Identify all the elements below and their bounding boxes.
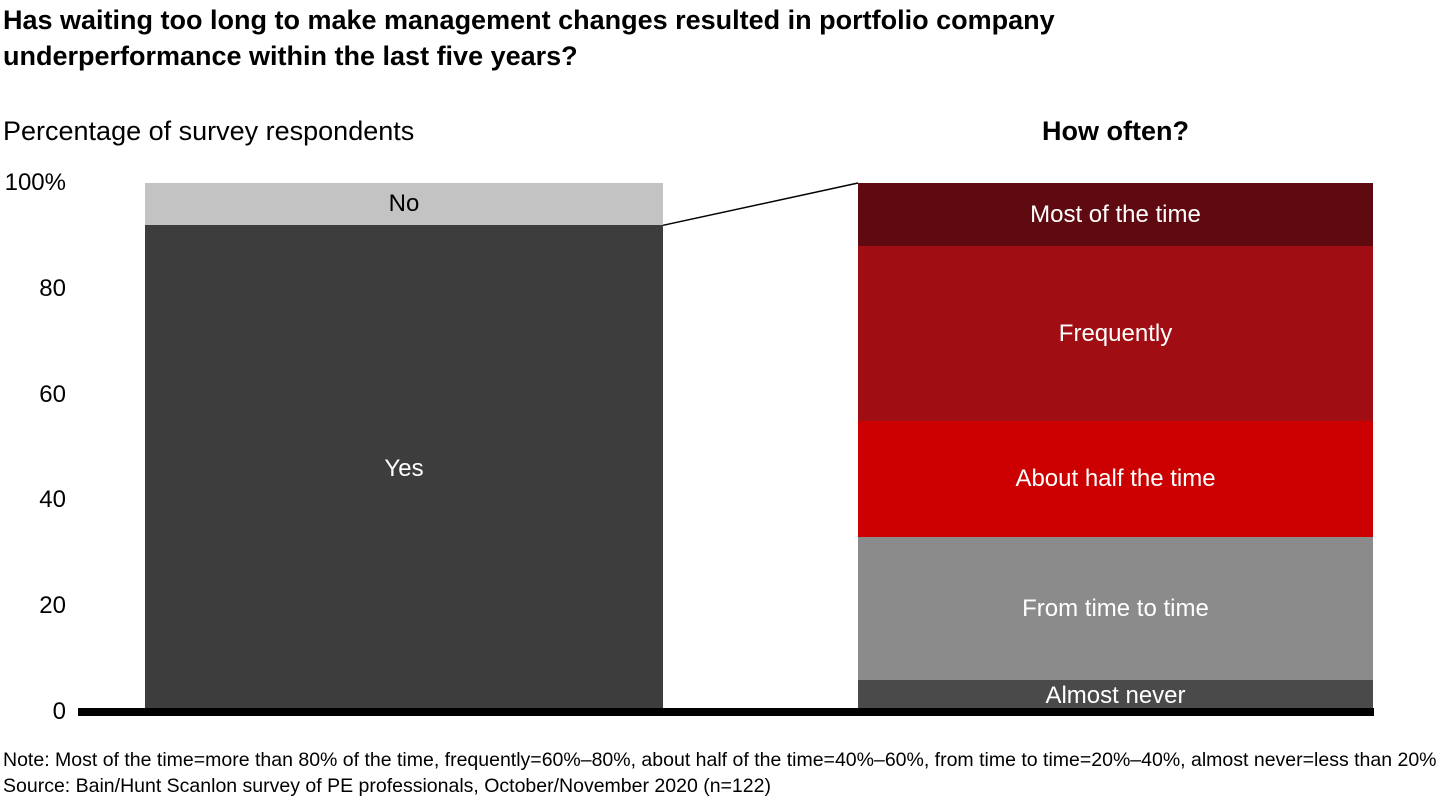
- segment-label: From time to time: [1022, 594, 1209, 622]
- y-tick-100: 100%: [4, 169, 66, 196]
- y-axis: 100% 80 60 40 20 0: [0, 169, 66, 725]
- source-text: Source: Bain/Hunt Scanlon survey of PE p…: [3, 775, 771, 797]
- connector-line: [663, 183, 858, 712]
- note-text: Note: Most of the time=more than 80% of …: [3, 749, 1437, 771]
- segment-frequently: Frequently: [858, 246, 1373, 422]
- segment-label: About half the time: [1015, 465, 1216, 493]
- segment-label: Almost never: [1045, 682, 1186, 710]
- segment-yes: Yes: [145, 225, 663, 712]
- plot-area: 100% 80 60 40 20 0 No Yes Most of the time Freq…: [0, 169, 1440, 725]
- segment-almost-never: Almost never: [858, 680, 1373, 712]
- segment-no: No: [145, 183, 663, 226]
- y-tick-40: 40: [39, 486, 66, 514]
- segment-label: No: [388, 190, 420, 218]
- left-chart-header: Percentage of survey respondents: [3, 116, 415, 146]
- y-tick-0: 0: [52, 698, 66, 725]
- segment-label: Yes: [384, 454, 424, 482]
- segment-label: Most of the time: [1030, 200, 1201, 228]
- y-tick-20: 20: [39, 592, 66, 620]
- segment-most-of-the-time: Most of the time: [858, 183, 1373, 247]
- x-axis-baseline: [78, 708, 1374, 716]
- left-stacked-bar: No Yes: [145, 183, 663, 712]
- segment-about-half-the-time: About half the time: [858, 421, 1373, 538]
- y-tick-60: 60: [39, 380, 66, 408]
- right-chart-header: How often?: [1042, 116, 1189, 146]
- segment-from-time-to-time: From time to time: [858, 537, 1373, 681]
- right-stacked-bar: Most of the time Frequently About half the…: [858, 183, 1373, 712]
- y-tick-80: 80: [39, 274, 66, 302]
- segment-label: Frequently: [1058, 319, 1173, 347]
- chart-title: Has waiting too long to make management …: [3, 5, 1055, 71]
